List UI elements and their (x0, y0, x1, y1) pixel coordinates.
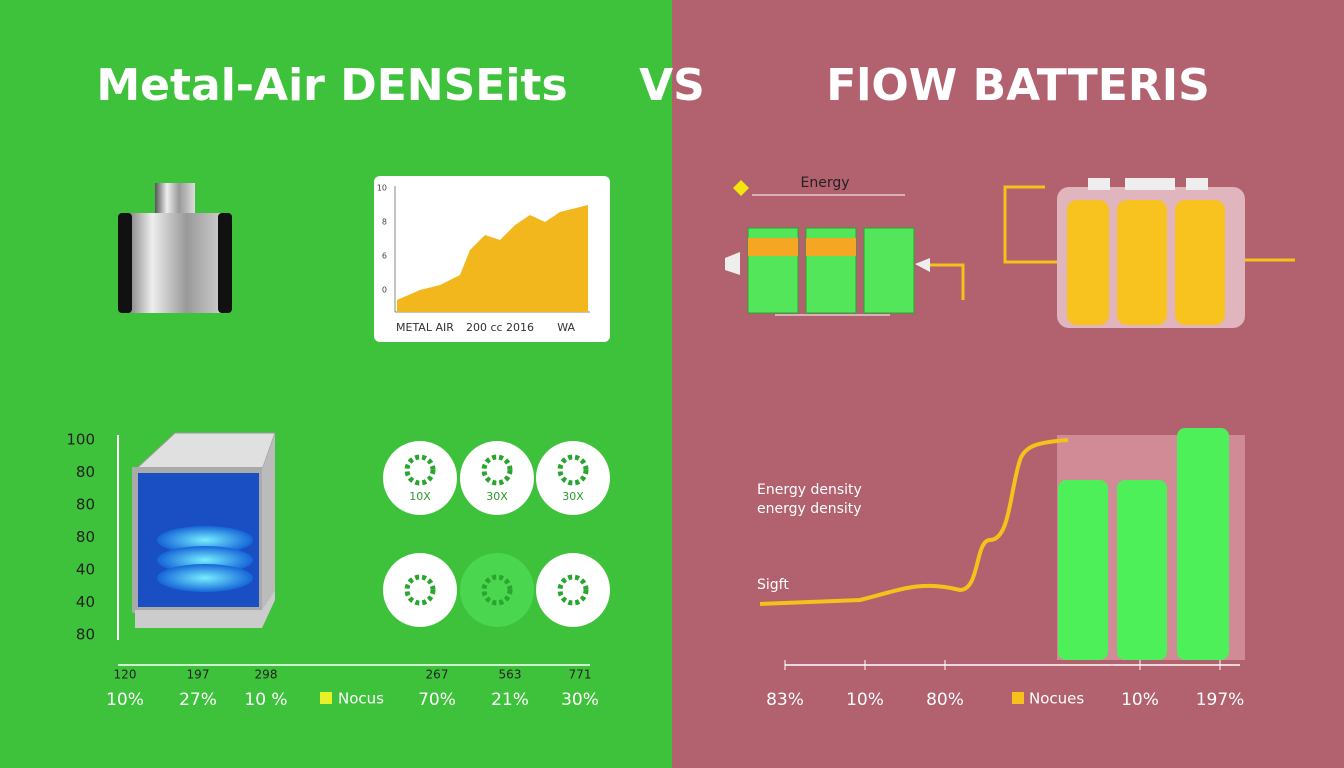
circle-icon (536, 441, 610, 515)
circle-label: 30X (562, 490, 584, 503)
circle-icon (383, 553, 457, 627)
gear-icon (481, 454, 513, 486)
cube-icon (132, 432, 276, 628)
bottom-label: 83% (766, 690, 804, 710)
mini-y-label: 10 (377, 184, 387, 193)
flow-container (1003, 178, 1295, 328)
bottom-number: 120 (114, 668, 137, 682)
bottom-label: 10% (846, 690, 884, 710)
gear-icon (557, 454, 589, 486)
axis-label: 80 (76, 626, 95, 644)
circle-label: 30X (486, 490, 508, 503)
bottom-label: 80% (926, 690, 964, 710)
density-label: Energy density (757, 482, 862, 498)
green-bars (759, 428, 1245, 660)
mini-y-label: 8 (382, 218, 387, 227)
arrow-label: Sigft (757, 577, 789, 593)
mini-x-label: WA (557, 321, 575, 334)
diagram-label: Energy (800, 175, 849, 191)
left-title: Metal-Air DENSEits (96, 60, 567, 111)
right-title: FlOW BATTERIS (826, 60, 1210, 111)
circle-icon (460, 553, 534, 627)
circle-label: 10X (409, 490, 431, 503)
right-legend-swatch (1012, 692, 1024, 704)
bottom-number: 267 (426, 668, 449, 682)
circle-icon (536, 553, 610, 627)
bottom-label: 197% (1196, 690, 1245, 710)
left-panel (0, 0, 672, 768)
bottom-label: 27% (179, 690, 217, 710)
mini-chart (374, 176, 610, 342)
bottom-number: 771 (569, 668, 592, 682)
gear-icon (404, 454, 436, 486)
bottom-number: 298 (255, 668, 278, 682)
bottom-number: 197 (187, 668, 210, 682)
axis-label: 80 (76, 463, 95, 481)
gear-icon (481, 574, 513, 606)
bottom-number: 563 (499, 668, 522, 682)
bottom-label: 10 % (244, 690, 287, 710)
gear-icon (557, 574, 589, 606)
circle-icons: 10X 30X 30X (383, 441, 610, 627)
bottom-label: 21% (491, 690, 529, 710)
bottom-label: 30% (561, 690, 599, 710)
mini-x-label: METAL AIR (396, 321, 454, 334)
density-sublabel: energy density (757, 501, 862, 517)
axis-label: 80 (76, 496, 95, 514)
bottom-label: 10% (106, 690, 144, 710)
left-legend-swatch (320, 692, 332, 704)
vs: VS (639, 60, 705, 111)
mini-x-label: 200 cc 2016 (466, 321, 534, 334)
axis-label: 40 (76, 561, 95, 579)
mini-y-label: 0 (382, 286, 387, 295)
bottom-label: 70% (418, 690, 456, 710)
right-legend: Nocues (1029, 690, 1084, 708)
circle-icon (383, 441, 457, 515)
cell-diagram (725, 180, 965, 316)
metal-battery-icon (118, 183, 232, 313)
left-legend: Nocus (338, 690, 384, 708)
axis-label: 80 (76, 528, 95, 546)
bottom-label: 10% (1121, 690, 1159, 710)
gear-icon (404, 574, 436, 606)
axis-label: 40 (76, 593, 95, 611)
mini-y-label: 6 (382, 252, 387, 261)
circle-icon (460, 441, 534, 515)
axis-label: 100 (66, 431, 95, 449)
